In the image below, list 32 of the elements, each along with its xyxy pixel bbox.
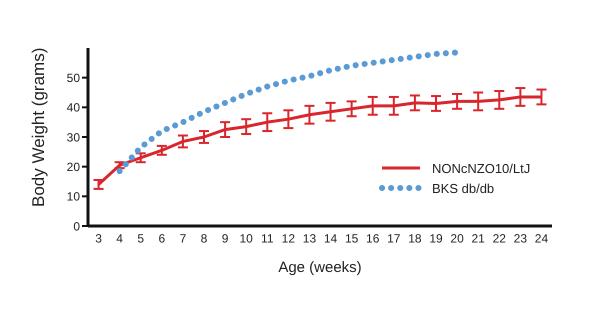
x-tick-label: 3	[95, 232, 102, 246]
y-axis-title: Body Weight (grams)	[29, 48, 48, 207]
x-tick-label: 15	[344, 232, 359, 246]
x-tick-label: 9	[222, 232, 229, 246]
x-tick-label: 11	[261, 232, 274, 246]
x-tick-label: 7	[180, 232, 187, 246]
x-tick-label: 10	[240, 232, 254, 246]
y-tick-label: 30	[66, 130, 80, 144]
x-tick-label: 5	[137, 232, 144, 246]
x-tick-label: 13	[302, 232, 316, 246]
x-tick-label: 23	[514, 232, 528, 246]
y-tick-label: 0	[73, 219, 80, 234]
x-tick-label: 16	[366, 232, 380, 246]
x-tick-label: 18	[408, 232, 422, 246]
x-tick-label: 24	[534, 232, 548, 246]
x-tick-label: 8	[200, 232, 208, 246]
x-axis-title: Age (weeks)	[278, 259, 362, 276]
x-tick-label: 4	[116, 232, 124, 246]
x-tick-label: 19	[429, 232, 443, 246]
x-tick-label: 22	[492, 232, 506, 246]
x-tick-label: 21	[472, 232, 486, 246]
x-tick-label: 12	[282, 232, 296, 246]
legend-label: BKS db/db	[432, 180, 494, 196]
y-tick-label: 20	[66, 160, 80, 174]
legend-label: NONcNZO10/LtJ	[432, 160, 530, 176]
y-tick-label: 40	[66, 100, 80, 115]
x-tick-label: 17	[387, 232, 401, 246]
x-tick-label: 20	[450, 232, 464, 246]
y-tick-label: 50	[66, 70, 80, 85]
y-tick-label: 10	[66, 190, 80, 204]
x-tick-label: 14	[324, 232, 338, 246]
x-tick-label: 6	[158, 232, 166, 246]
